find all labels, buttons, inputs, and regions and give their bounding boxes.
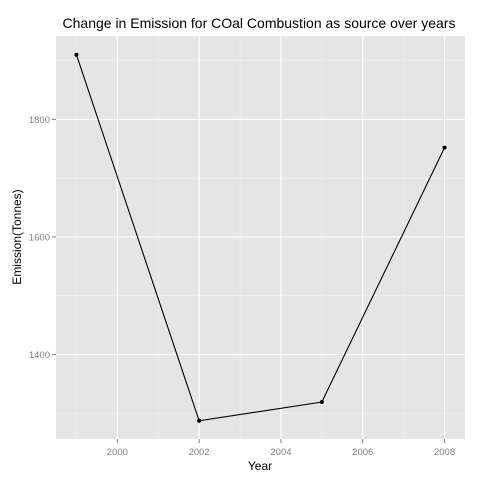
y-tick-label: 1800 [29, 115, 50, 126]
data-point [197, 418, 202, 423]
x-tick-label: 2008 [434, 447, 455, 458]
chart-title: Change in Emission for COal Combustion a… [63, 15, 456, 31]
x-tick-label: 2000 [107, 447, 128, 458]
x-tick-label: 2002 [189, 447, 210, 458]
data-point [74, 52, 79, 57]
data-points [74, 52, 447, 423]
x-tick-labels: 2000 2002 2004 2006 2008 [107, 447, 455, 458]
data-point [319, 399, 324, 404]
plot-panel [56, 36, 465, 439]
series-line [75, 54, 446, 422]
y-tick-marks [52, 118, 56, 355]
x-tick-marks [116, 439, 446, 443]
y-tick-labels: 1400 1600 1800 [29, 115, 50, 361]
x-tick-label: 2006 [352, 447, 373, 458]
y-tick-label: 1600 [29, 232, 50, 243]
x-tick-label: 2004 [270, 447, 291, 458]
major-gridlines [56, 36, 465, 439]
minor-gridlines [56, 36, 465, 439]
y-axis-title: Emission(Tonnes) [10, 189, 24, 284]
x-axis-title: Year [248, 459, 272, 473]
y-tick-label: 1400 [29, 350, 50, 361]
data-point [442, 145, 447, 150]
